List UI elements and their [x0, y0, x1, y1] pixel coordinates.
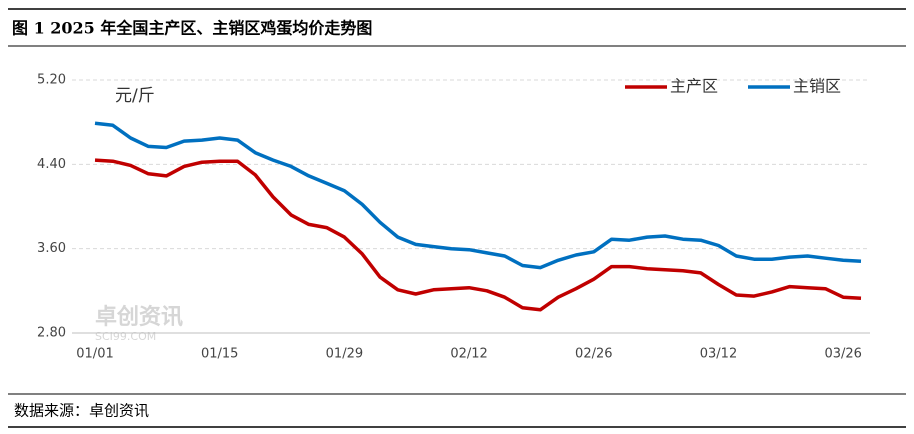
x-tick-label: 01/15 [201, 347, 238, 362]
source: 数据来源：卓创资讯 [14, 402, 149, 420]
x-tick-label: 02/26 [575, 347, 612, 362]
chart-title: 图 1 2025 年全国主产区、主销区鸡蛋均价走势图 [12, 19, 372, 38]
x-tick-label: 01/29 [326, 347, 363, 362]
series-line [94, 158, 862, 312]
y-tick-label: 2.80 [37, 326, 66, 341]
watermark: 卓创资讯 [95, 305, 183, 330]
legend-label: 主产区 [670, 77, 718, 96]
watermark: SCI99.COM [95, 330, 156, 343]
x-tick-label: 01/01 [76, 347, 113, 362]
legend-label: 主销区 [793, 77, 841, 96]
y-tick-label: 3.60 [37, 241, 66, 256]
x-tick-label: 02/12 [450, 347, 487, 362]
series-line [94, 121, 862, 270]
y-tick-label: 4.40 [37, 157, 66, 172]
x-tick-label: 03/12 [700, 347, 737, 362]
x-tick-label: 03/26 [824, 347, 861, 362]
y-tick-label: 5.20 [37, 73, 66, 88]
y-unit: 元/斤 [115, 86, 155, 106]
